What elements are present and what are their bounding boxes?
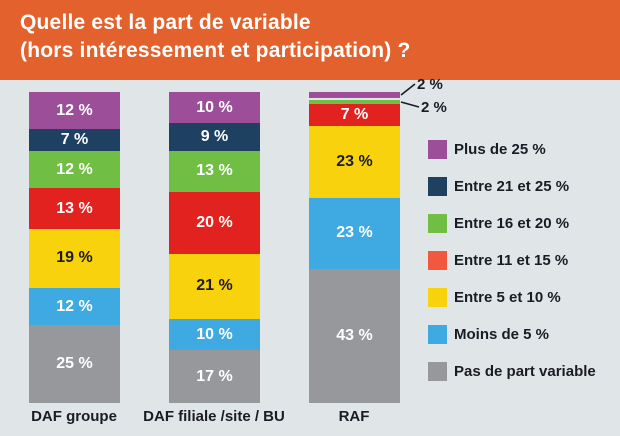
legend-item: Entre 16 et 20 % xyxy=(428,214,613,233)
bar-segment: 10 % xyxy=(169,92,260,124)
bar-segment xyxy=(309,92,400,99)
legend-label: Entre 11 et 15 % xyxy=(454,252,569,269)
legend-label: Entre 5 et 10 % xyxy=(454,289,561,306)
bar-segment: 23 % xyxy=(309,126,400,198)
legend-swatch-icon xyxy=(428,325,447,344)
page-title-line2: (hors intéressement et participation) ? xyxy=(20,39,411,62)
axis-label-raf: RAF xyxy=(338,408,370,425)
question-header: Quelle est la part de variable (hors int… xyxy=(0,0,620,80)
legend-label: Moins de 5 % xyxy=(454,326,550,343)
legend-label: Plus de 25 % xyxy=(454,141,546,158)
bar-segment: 7 % xyxy=(309,104,400,127)
bar-segment: 19 % xyxy=(29,228,120,288)
legend-swatch-icon xyxy=(428,362,447,381)
bar-segment: 23 % xyxy=(309,197,400,270)
bar-segment: 7 % xyxy=(29,129,120,152)
axis-label-daf-groupe: DAF groupe xyxy=(31,408,117,425)
legend-swatch-icon xyxy=(428,214,447,233)
legend-label: Entre 16 et 20 % xyxy=(454,215,570,232)
bar-segment: 10 % xyxy=(169,318,260,351)
bar-segment: 20 % xyxy=(169,191,260,254)
callout-line-16-20 xyxy=(400,101,420,108)
legend-item: Entre 5 et 10 % xyxy=(428,288,613,307)
legend-item: Entre 21 et 25 % xyxy=(428,177,613,196)
legend-swatch-icon xyxy=(428,251,447,270)
bar-segment: 17 % xyxy=(169,350,260,403)
legend: Plus de 25 % Entre 21 et 25 % Entre 16 et … xyxy=(428,140,613,381)
legend-item: Pas de part variable xyxy=(428,362,613,381)
bar-segment: 25 % xyxy=(29,325,120,403)
bar-segment: 13 % xyxy=(169,151,260,192)
bar-daf-groupe: 12 % 7 % 12 % 13 % 19 % 12 % 25 % xyxy=(29,92,120,403)
legend-item: Moins de 5 % xyxy=(428,325,613,344)
bar-segment: 12 % xyxy=(29,92,120,130)
bar-segment: 21 % xyxy=(169,253,260,319)
callout-value-plus-25: 2 % xyxy=(417,76,443,93)
legend-label: Entre 21 et 25 % xyxy=(454,178,570,195)
bar-segment: 12 % xyxy=(29,151,120,189)
legend-swatch-icon xyxy=(428,140,447,159)
bar-segment: 9 % xyxy=(169,123,260,152)
legend-item: Entre 11 et 15 % xyxy=(428,251,613,270)
callout-line-plus-25 xyxy=(400,83,416,96)
bar-segment: 12 % xyxy=(29,287,120,326)
bar-raf: 7 % 23 % 23 % 43 % xyxy=(309,92,400,403)
legend-label: Pas de part variable xyxy=(454,363,596,380)
bar-daf-filiale-site-bu: 10 % 9 % 13 % 20 % 21 % 10 % 17 % xyxy=(169,92,260,403)
legend-swatch-icon xyxy=(428,288,447,307)
legend-item: Plus de 25 % xyxy=(428,140,613,159)
callout-value-16-20: 2 % xyxy=(421,99,447,116)
bar-segment: 43 % xyxy=(309,269,400,403)
page-title-line1: Quelle est la part de variable xyxy=(20,11,311,34)
bar-segment xyxy=(309,98,400,105)
axis-label-daf-filiale: DAF filiale /site / BU xyxy=(143,408,285,425)
bar-segment: 13 % xyxy=(29,188,120,229)
legend-swatch-icon xyxy=(428,177,447,196)
